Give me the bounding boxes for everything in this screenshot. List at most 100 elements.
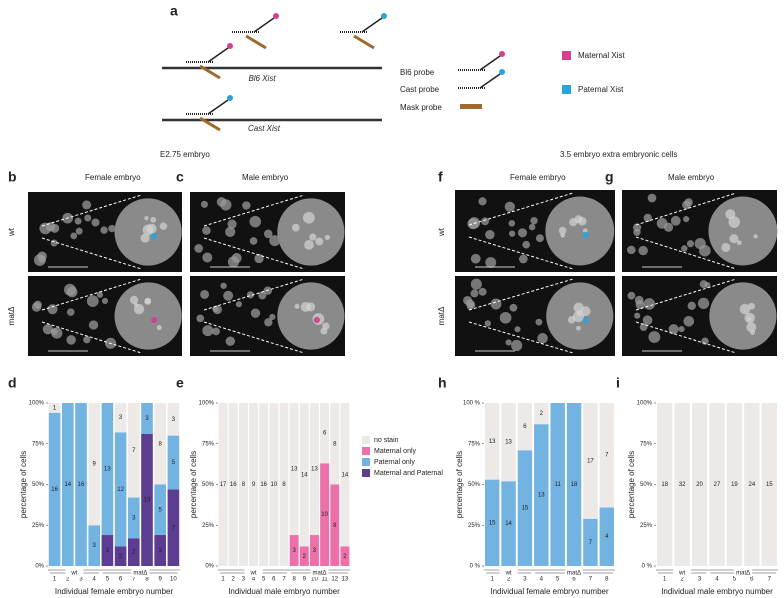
- group-label-bg: [244, 569, 263, 577]
- group-label-bg: [565, 569, 584, 577]
- y-tick-label: 50%: [468, 482, 481, 488]
- xist-signal: [582, 232, 589, 238]
- bar-segment: [114, 546, 127, 566]
- nucleus: [485, 257, 497, 268]
- x-tick-label: 4: [252, 577, 256, 583]
- chromatin: [142, 224, 154, 236]
- nucleus: [66, 335, 76, 345]
- probes: [186, 13, 505, 132]
- bar-segment: [114, 403, 127, 433]
- nucleus: [100, 226, 108, 234]
- count-label: 13: [144, 498, 151, 504]
- legend-label: Maternal and Paternal: [374, 470, 443, 477]
- nucleus: [31, 302, 42, 312]
- nucleus: [699, 280, 708, 289]
- x-axis-title: Individual male embryo number: [661, 587, 773, 596]
- probe-arm: [207, 99, 229, 115]
- x-tick-label: 9: [159, 577, 163, 583]
- count-label: 7: [172, 525, 176, 531]
- legend-swatch: [362, 458, 370, 466]
- nucleus: [681, 245, 688, 252]
- x-tick-label: 1: [663, 577, 667, 583]
- nucleus: [264, 318, 273, 327]
- bar-segment: [259, 403, 269, 566]
- x-tick-label: 2: [507, 577, 511, 583]
- panel-letter: f: [438, 169, 443, 185]
- bar-segment: [167, 403, 180, 436]
- chromatin: [576, 310, 583, 317]
- y-axis-title: percentage of cells: [19, 451, 28, 518]
- bar-segment: [517, 450, 533, 566]
- probe-arm: [207, 47, 229, 63]
- count-label: 16: [260, 482, 267, 488]
- nucleus: [499, 311, 512, 324]
- group-label: matΔ: [736, 571, 750, 577]
- nucleus: [51, 327, 63, 339]
- x-tick-label: 2: [66, 577, 70, 583]
- panel-letter: d: [8, 375, 17, 391]
- count-label: 32: [679, 482, 686, 488]
- y-tick-label: 50%: [640, 482, 653, 488]
- count-label: 2: [132, 550, 136, 556]
- group-label-bg: [310, 569, 329, 577]
- group-label-bg: [499, 569, 518, 577]
- legend-swatch: [562, 85, 571, 94]
- count-label: 13: [505, 440, 512, 446]
- x-tick-label: 12: [331, 577, 338, 583]
- nucleus: [194, 244, 204, 253]
- bar-segment: [75, 403, 87, 566]
- count-label: 5: [159, 507, 163, 513]
- y-tick-label: 75%: [202, 441, 215, 447]
- nucleus: [643, 213, 652, 223]
- y-tick-label: 0 %: [470, 564, 481, 570]
- bar-segment: [88, 525, 101, 566]
- group-label: matΔ: [567, 571, 581, 577]
- bar-segment: [88, 403, 101, 526]
- nucleus: [227, 219, 237, 229]
- count-label: 3: [106, 548, 110, 554]
- nucleus: [470, 289, 479, 298]
- x-tick-label: 1: [53, 577, 57, 583]
- x-tick-label: 4: [715, 577, 719, 583]
- chromatin: [567, 316, 576, 324]
- count-label: 3: [145, 416, 149, 422]
- nucleus: [223, 290, 234, 301]
- chromatin: [133, 302, 138, 307]
- zoom-line: [635, 192, 737, 226]
- zoom-line: [203, 321, 305, 354]
- bar-segment: [744, 403, 760, 566]
- count-label: 27: [714, 482, 721, 488]
- nucleus: [634, 312, 641, 319]
- bar-segment: [48, 403, 61, 413]
- nucleus: [42, 324, 53, 335]
- count-label: 15: [489, 520, 496, 526]
- panel-letter: h: [438, 375, 447, 391]
- nucleus: [656, 217, 668, 229]
- chromatin: [294, 303, 300, 309]
- nucleus: [528, 223, 536, 231]
- bar-segment: [101, 403, 114, 536]
- x-tick-label: 4: [540, 577, 544, 583]
- chromatin: [150, 216, 157, 223]
- bar-segment: [48, 412, 61, 566]
- bar-segment: [269, 403, 279, 566]
- zoom-nucleus: [114, 282, 182, 350]
- nucleus: [490, 298, 502, 310]
- x-tick-label: 7: [589, 577, 593, 583]
- zoom-line: [41, 321, 142, 354]
- count-label: 5: [172, 460, 176, 466]
- nucleus: [627, 245, 636, 255]
- bar-segment: [101, 535, 114, 566]
- nucleus: [642, 315, 653, 326]
- bar-segment: [167, 435, 180, 490]
- nucleus: [101, 297, 109, 304]
- panel-letter: i: [616, 375, 620, 391]
- bar-segment: [484, 479, 500, 566]
- bar-segment: [154, 535, 167, 566]
- probe-dye: [499, 69, 505, 75]
- nucleus: [508, 230, 516, 237]
- bar-segment: [127, 403, 140, 498]
- bar-segment: [289, 403, 299, 536]
- nucleus: [537, 333, 548, 344]
- count-label: 2: [540, 411, 544, 417]
